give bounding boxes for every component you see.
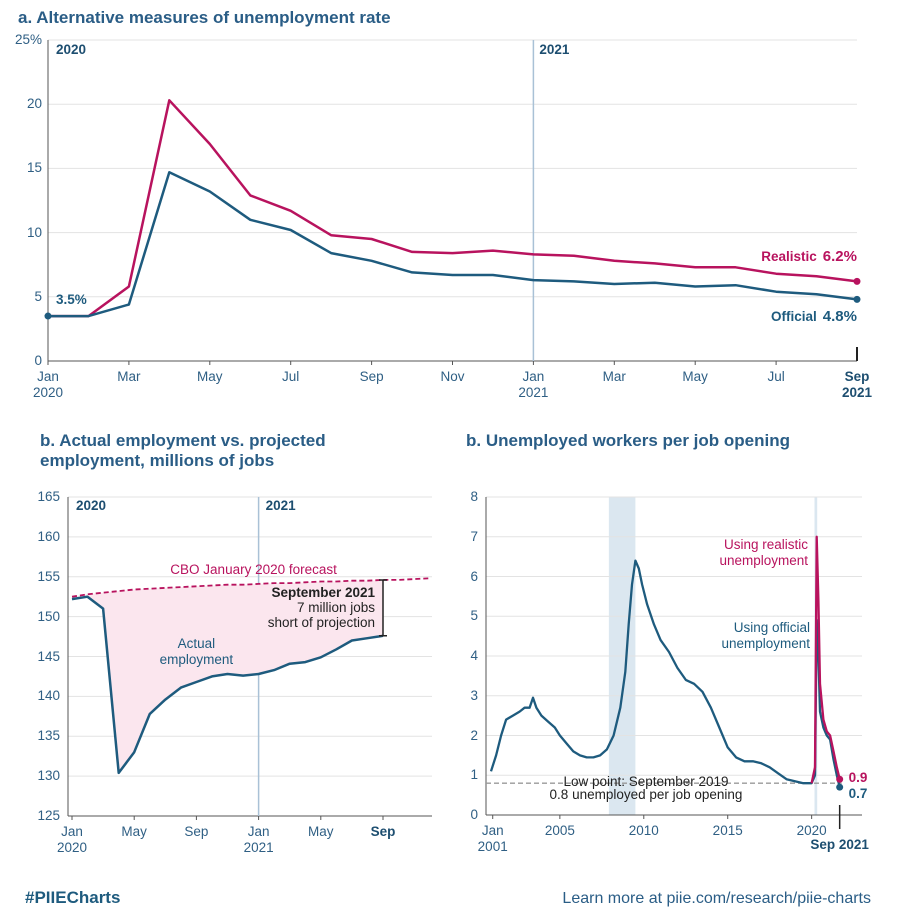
end-dot: [836, 775, 844, 783]
series-line: [810, 535, 841, 784]
end-label: Official 4.8%: [771, 309, 857, 325]
x-tick-label: Jan 2020: [32, 369, 64, 400]
series-line: [71, 577, 430, 598]
value-label: 0.9: [848, 770, 868, 786]
y-tick-label: 130: [37, 768, 60, 784]
y-tick-label: 150: [37, 608, 60, 624]
annotation: short of projection: [267, 614, 375, 630]
x-tick-label: Sep 2021: [841, 369, 873, 400]
x-tick-label: Mar: [117, 369, 141, 384]
y-tick-label: 5: [34, 288, 42, 304]
y-tick-label: 135: [37, 728, 60, 744]
y-tick-label: 6: [470, 568, 478, 584]
footer-tag: #PIIECharts: [25, 888, 121, 907]
y-tick-label: 20: [26, 96, 42, 112]
gap-bracket: [379, 579, 387, 637]
x-tick-label: May: [308, 824, 334, 839]
gap-area: [72, 579, 383, 773]
series-label: CBO January 2020 forecast: [170, 561, 337, 577]
end-label: Realistic 6.2%: [761, 249, 857, 265]
x-tick-label: Jan 2020: [56, 824, 88, 855]
series-line: [489, 559, 841, 788]
x-tick-label: 2010: [628, 823, 659, 838]
x-tick-label: Jan 2001: [477, 823, 508, 854]
x-tick-label: Sep: [359, 369, 384, 384]
annotation: 7 million jobs: [296, 599, 375, 615]
chart-title: b. Unemployed workers per job opening: [466, 431, 790, 450]
y-tick-label: 1: [470, 767, 478, 783]
y-tick-label: 0: [470, 807, 478, 822]
series-line: [48, 99, 858, 318]
x-tick-label: Sep 2021: [810, 837, 869, 852]
y-tick-label: 160: [37, 528, 60, 544]
y-tick-label: 145: [37, 648, 60, 664]
end-dot: [836, 783, 844, 791]
x-tick-label: 2020: [796, 823, 827, 838]
x-tick-label: Sep: [370, 824, 396, 839]
y-tick-label: 15: [26, 160, 42, 176]
x-tick-label: May: [682, 369, 708, 384]
period-label: 2021: [539, 42, 570, 57]
footer-link: Learn more at piie.com/research/piie-cha…: [562, 890, 871, 907]
y-tick-label: 125: [37, 808, 60, 823]
x-tick-label: Nov: [440, 369, 465, 384]
x-tick-label: 2015: [712, 823, 743, 838]
y-tick-label: 4: [470, 648, 478, 663]
x-tick-label: Mar: [602, 369, 626, 384]
y-tick-label: 140: [37, 688, 60, 704]
x-tick-label: Jan 2021: [518, 369, 549, 400]
period-label: 2020: [56, 42, 87, 57]
period-label: 2020: [76, 498, 107, 513]
y-tick-label: 2: [470, 727, 478, 743]
annotation: September 2021: [271, 584, 375, 600]
y-tick-label: 165: [37, 489, 60, 504]
series-label: Using realistic unemployment: [719, 537, 808, 568]
end-dot: [44, 312, 52, 320]
x-tick-label: Jul: [282, 369, 300, 384]
y-tick-label: 3: [470, 687, 478, 703]
x-tick-label: May: [197, 369, 223, 384]
reference-label: Low point: September 2019: [563, 774, 729, 790]
series-name: Realistic: [761, 249, 817, 265]
value-label: 6.2%: [822, 248, 857, 266]
series-line: [71, 595, 384, 775]
x-tick-label: May: [121, 824, 147, 839]
x-tick-label: Jan 2021: [243, 824, 274, 855]
y-tick-label: 0: [34, 353, 42, 368]
y-tick-label: 155: [37, 568, 60, 584]
y-tick-label: 5: [470, 608, 478, 624]
series-line: [48, 171, 858, 318]
series-label: Using official unemployment: [721, 620, 810, 651]
y-tick-label: 25%: [14, 32, 42, 47]
x-tick-label: Sep: [184, 824, 209, 839]
chart-title: a. Alternative measures of unemployment …: [18, 8, 391, 27]
series-name: Official: [771, 309, 817, 325]
end-dot: [853, 277, 861, 285]
y-tick-label: 7: [470, 528, 478, 544]
value-label: 4.8%: [822, 308, 857, 326]
series-label: Actual employment: [159, 636, 234, 667]
x-tick-label: 2005: [544, 823, 575, 838]
reference-label: 0.8 unemployed per job opening: [549, 787, 743, 803]
value-label: 0.7: [848, 786, 868, 802]
period-label: 2021: [265, 498, 296, 513]
y-tick-label: 8: [470, 489, 478, 504]
value-label: 3.5%: [56, 292, 87, 308]
end-dot: [853, 295, 861, 303]
y-tick-label: 10: [26, 224, 42, 240]
x-tick-label: Jul: [767, 369, 785, 384]
chart-title: b. Actual employment vs. projected emplo…: [40, 431, 326, 470]
